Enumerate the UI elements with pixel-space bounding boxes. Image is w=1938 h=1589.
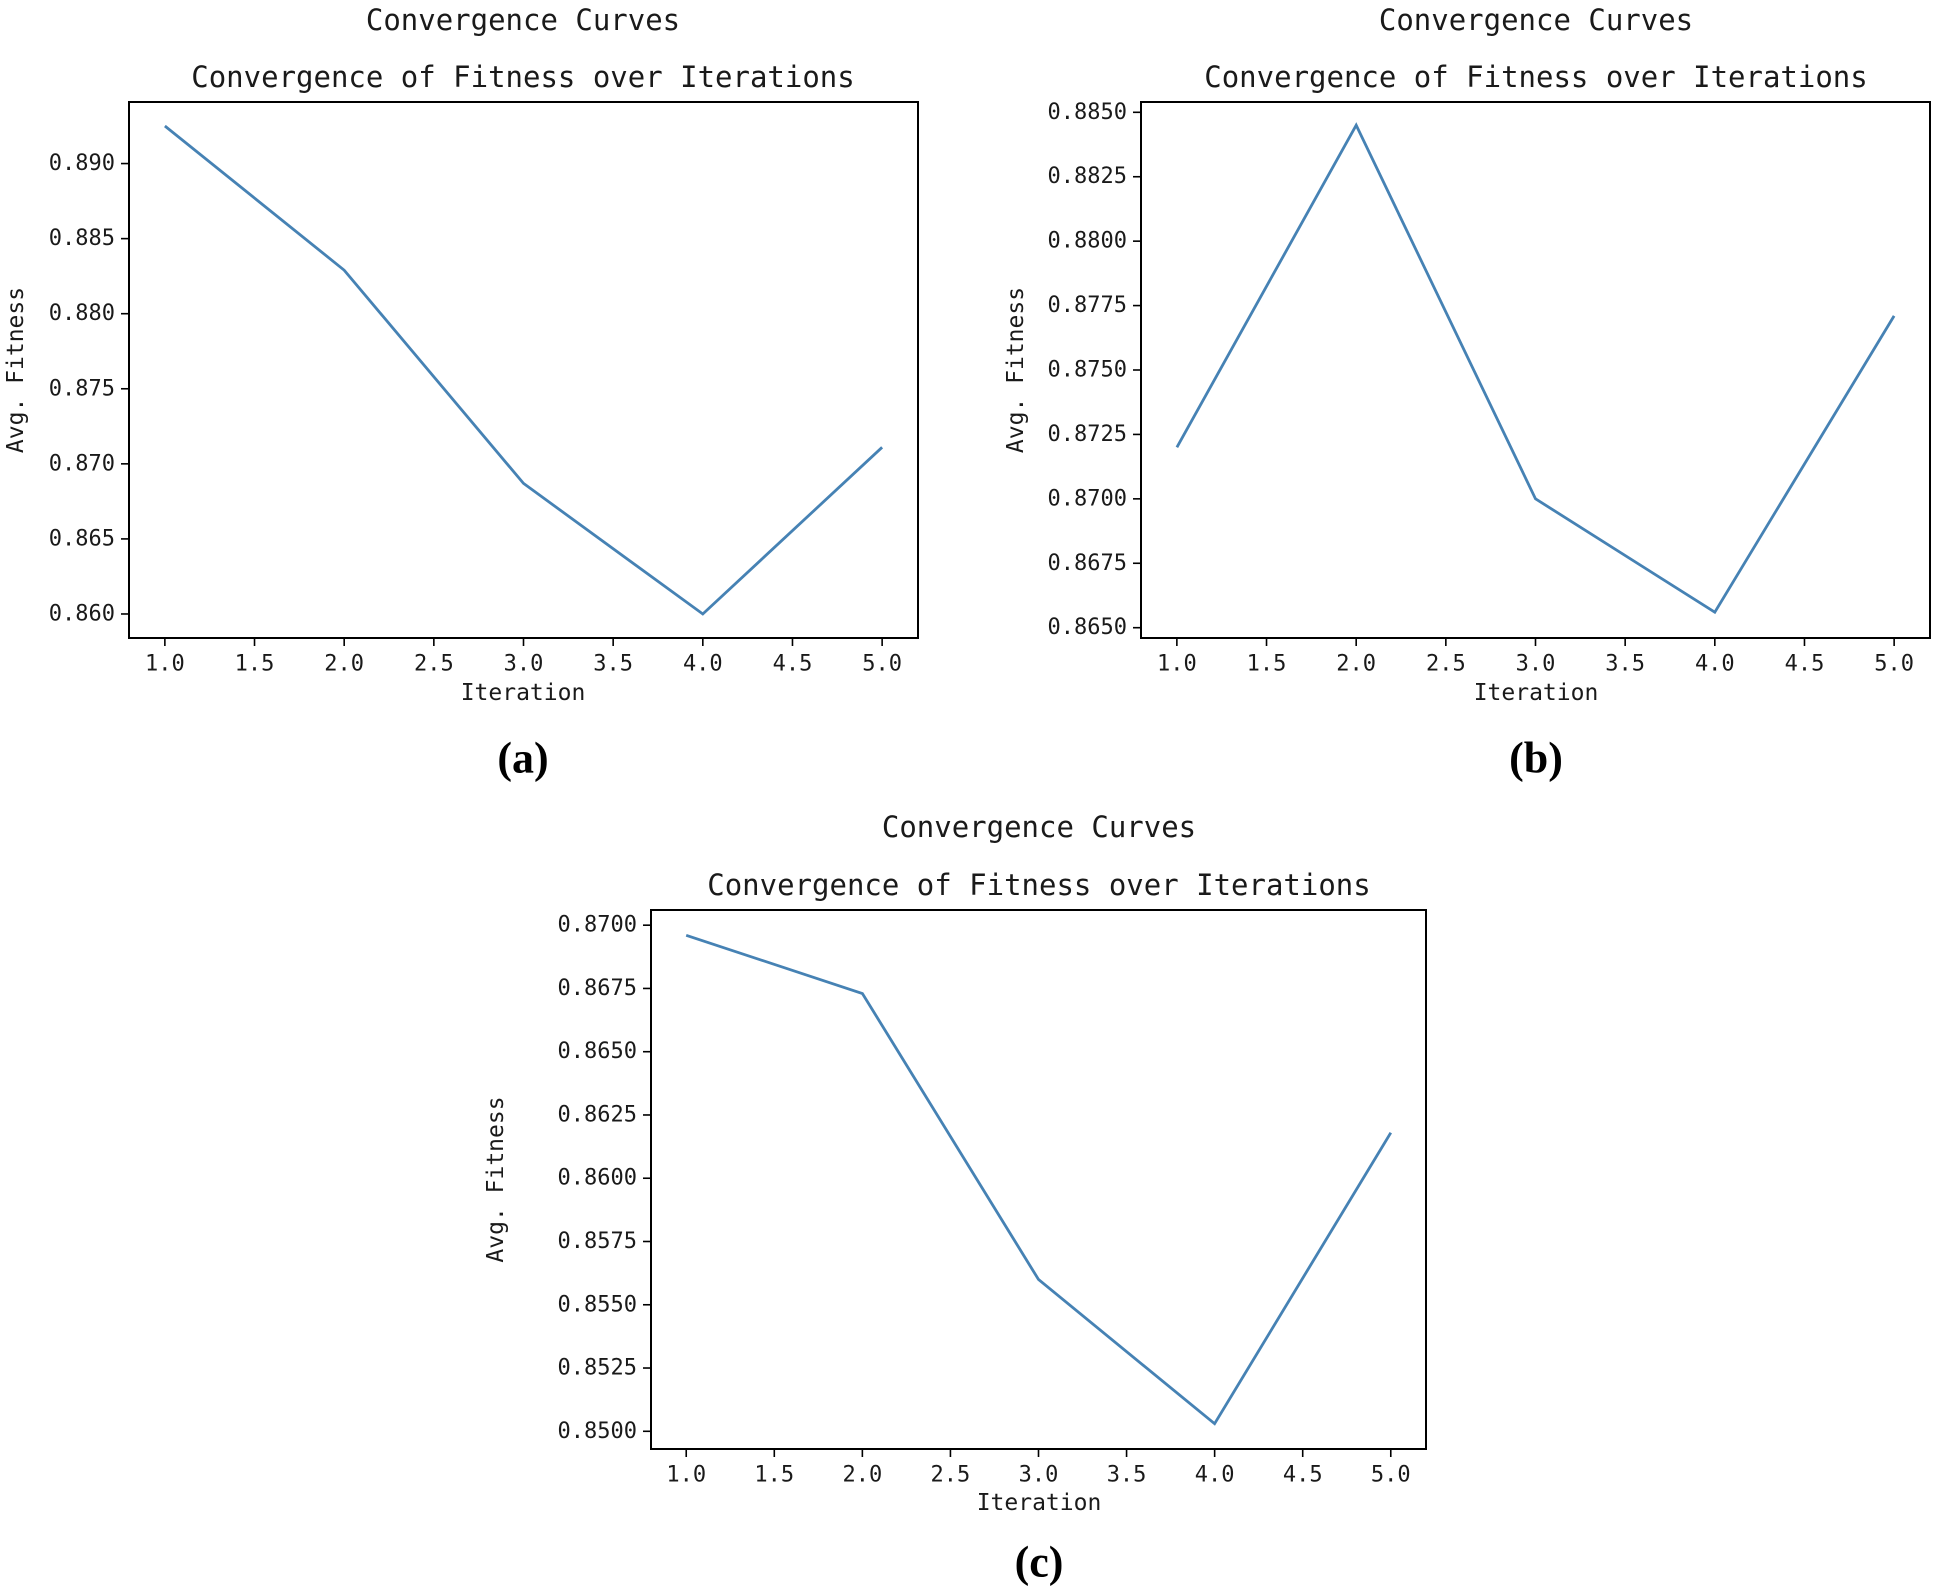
figure-suptitle: Convergence Curves: [1379, 3, 1693, 37]
x-axis-label: Iteration: [461, 680, 586, 706]
x-tick-label: 4.5: [773, 652, 813, 677]
x-axis-label: Iteration: [977, 1490, 1102, 1516]
y-tick-label: 0.865: [49, 526, 115, 551]
y-tick-label: 0.8675: [1048, 551, 1127, 576]
y-tick-label: 0.880: [49, 301, 115, 326]
x-tick-label: 5.0: [1371, 1463, 1411, 1488]
y-tick-label: 0.8800: [1048, 229, 1127, 254]
x-tick-label: 5.0: [862, 652, 902, 677]
x-tick-label: 4.5: [1283, 1463, 1323, 1488]
plot-frame: [650, 909, 1427, 1450]
y-tick-label: 0.870: [49, 451, 115, 476]
x-tick-label: 1.0: [1157, 652, 1197, 677]
y-tick-label: 0.8675: [558, 976, 637, 1001]
y-tick-label: 0.8625: [558, 1102, 637, 1127]
chart-title: Convergence of Fitness over Iterations: [707, 868, 1370, 902]
x-tick-label: 2.5: [1426, 652, 1466, 677]
y-tick-label: 0.8850: [1048, 100, 1127, 125]
y-axis-label: Avg. Fitness: [3, 287, 29, 453]
y-tick-label: 0.8650: [1048, 615, 1127, 640]
x-tick-label: 4.0: [1195, 1463, 1235, 1488]
y-tick-label: 0.8700: [1048, 486, 1127, 511]
series-line: [685, 933, 1392, 1426]
series-line: [164, 124, 884, 616]
y-tick-label: 0.8750: [1048, 358, 1127, 383]
chart-panel: Convergence Curves Convergence of Fitness…: [1003, 3, 1931, 783]
figure-suptitle: Convergence Curves: [366, 3, 680, 37]
chart-panel: Convergence Curves Convergence of Fitness…: [483, 810, 1427, 1587]
x-tick-label: 2.5: [414, 652, 454, 677]
x-tick-label: 4.5: [1785, 652, 1825, 677]
y-tick-label: 0.890: [49, 151, 115, 176]
x-tick-label: 3.0: [504, 652, 544, 677]
y-axis-label: Avg. Fitness: [483, 1096, 509, 1262]
y-tick-label: 0.8775: [1048, 293, 1127, 318]
x-tick-label: 2.0: [1336, 652, 1376, 677]
panel-caption: (c): [1015, 1538, 1064, 1587]
x-axis-label: Iteration: [1474, 680, 1599, 706]
y-tick-label: 0.8725: [1048, 422, 1127, 447]
figure-suptitle: Convergence Curves: [882, 810, 1196, 844]
panel-caption: (b): [1509, 734, 1563, 783]
y-tick-label: 0.8575: [558, 1229, 637, 1254]
x-tick-label: 2.0: [842, 1463, 882, 1488]
y-tick-label: 0.8500: [558, 1419, 637, 1444]
x-tick-label: 3.5: [593, 652, 633, 677]
y-tick-label: 0.885: [49, 226, 115, 251]
y-tick-label: 0.8600: [558, 1166, 637, 1191]
x-tick-label: 4.0: [683, 652, 723, 677]
x-tick-label: 2.0: [324, 652, 364, 677]
x-tick-label: 3.5: [1107, 1463, 1147, 1488]
x-tick-label: 1.0: [145, 652, 185, 677]
plot-frame: [1140, 101, 1931, 639]
x-tick-label: 1.5: [1247, 652, 1287, 677]
y-tick-label: 0.860: [49, 601, 115, 626]
plot-frame: [128, 101, 919, 639]
x-tick-label: 2.5: [931, 1463, 971, 1488]
series-line: [1175, 122, 1896, 615]
y-tick-label: 0.8700: [558, 913, 637, 938]
y-tick-label: 0.8825: [1048, 164, 1127, 189]
chart-panel: Convergence Curves Convergence of Fitness…: [3, 3, 919, 783]
panel-caption: (a): [497, 734, 548, 783]
y-tick-label: 0.875: [49, 376, 115, 401]
y-tick-label: 0.8550: [558, 1292, 637, 1317]
x-tick-label: 4.0: [1695, 652, 1735, 677]
y-tick-label: 0.8525: [558, 1356, 637, 1381]
x-tick-label: 1.5: [754, 1463, 794, 1488]
x-tick-label: 5.0: [1874, 652, 1914, 677]
x-tick-label: 3.0: [1019, 1463, 1059, 1488]
x-tick-label: 1.0: [666, 1463, 706, 1488]
x-tick-label: 1.5: [235, 652, 275, 677]
chart-title: Convergence of Fitness over Iterations: [1204, 60, 1867, 94]
x-tick-label: 3.5: [1605, 652, 1645, 677]
y-axis-label: Avg. Fitness: [1003, 287, 1029, 453]
y-tick-label: 0.8650: [558, 1039, 637, 1064]
x-tick-label: 3.0: [1516, 652, 1556, 677]
chart-title: Convergence of Fitness over Iterations: [191, 60, 854, 94]
